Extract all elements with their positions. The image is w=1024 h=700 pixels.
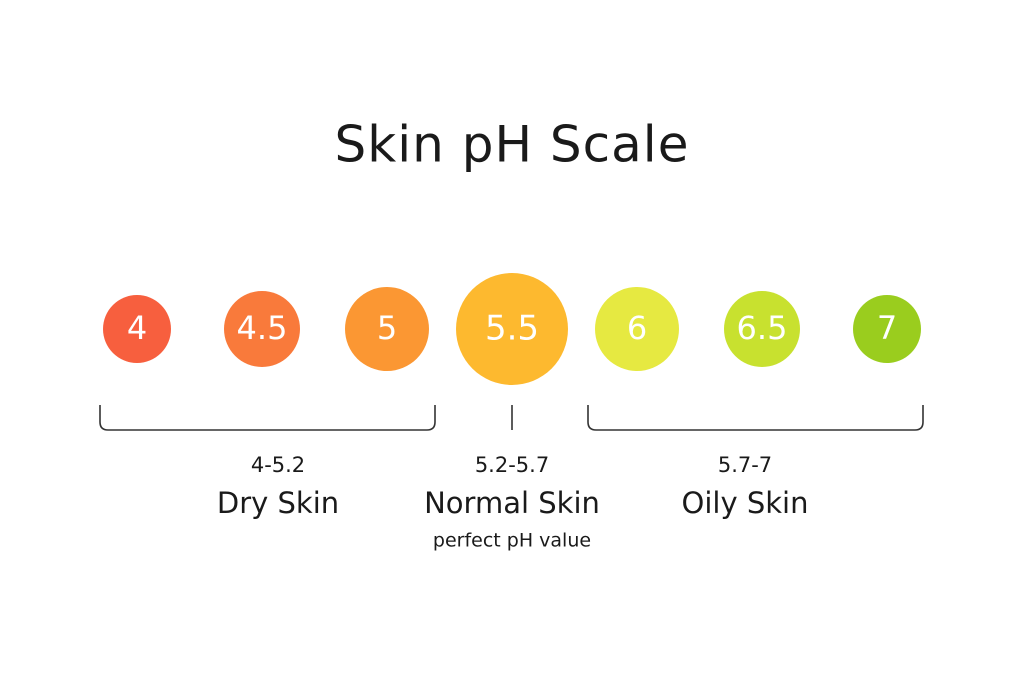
ph-label: 4.5 xyxy=(237,309,288,347)
oily-bracket xyxy=(587,405,924,431)
title: Skin pH Scale xyxy=(335,116,690,174)
groups: 4-5.2 Dry Skin 5.2-5.7 Normal Skin perfect p… xyxy=(217,453,809,552)
scale: 4 4.5 5 5.5 6 6.5 7 xyxy=(103,273,921,385)
group-note: perfect pH value xyxy=(433,530,591,552)
ph-circle xyxy=(345,287,429,371)
group-range: 5.7-7 xyxy=(718,453,772,477)
group-name: Oily Skin xyxy=(682,486,809,520)
group-name: Dry Skin xyxy=(217,486,339,520)
ph-circle xyxy=(724,291,800,367)
group-name: Normal Skin xyxy=(424,486,600,520)
ph-circle xyxy=(853,295,921,363)
ph-label: 5.5 xyxy=(485,309,539,349)
ph-label: 7 xyxy=(877,309,897,347)
ph-label: 5 xyxy=(377,309,397,347)
ph-circle xyxy=(595,287,679,371)
ph-label: 4 xyxy=(127,309,147,347)
ph-label: 6.5 xyxy=(737,309,788,347)
ph-circle xyxy=(456,273,568,385)
dry-bracket xyxy=(99,405,436,431)
ph-label: 6 xyxy=(627,309,647,347)
ph-circle xyxy=(224,291,300,367)
ph-circle xyxy=(103,295,171,363)
group-range: 4-5.2 xyxy=(251,453,305,477)
group-range: 5.2-5.7 xyxy=(475,453,549,477)
